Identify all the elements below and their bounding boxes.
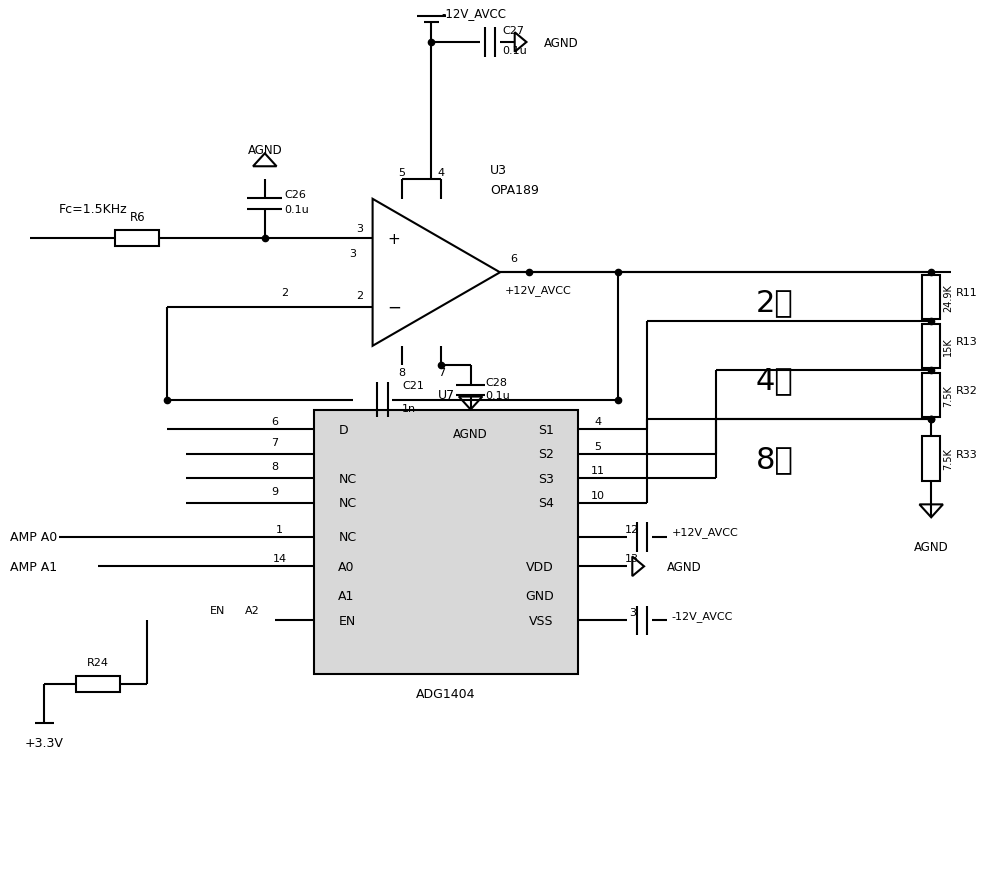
Bar [922,275,940,320]
Text: 12: 12 [625,525,639,534]
Text: AGND: AGND [544,36,579,50]
Text: U7: U7 [438,388,455,401]
Text: R32: R32 [956,386,978,395]
Text: AMP A1: AMP A1 [10,561,57,574]
Text: AGND: AGND [914,541,949,554]
Text: A1: A1 [338,589,355,602]
Text: 3: 3 [350,249,356,258]
Text: 4倍: 4倍 [756,366,793,395]
Text: 3: 3 [356,224,363,234]
Bar [115,231,159,247]
Text: 10K: 10K [88,679,109,689]
Text: 1n: 1n [402,403,416,413]
Text: 8倍: 8倍 [756,444,793,474]
Text: S3: S3 [538,472,554,485]
Text: NC: NC [338,472,356,485]
Text: S4: S4 [538,496,554,509]
Text: 7.5K: 7.5K [943,448,953,470]
Text: -12V_AVCC: -12V_AVCC [672,610,733,621]
Bar [922,437,940,481]
Text: 0.1u: 0.1u [502,46,527,56]
Bar [314,410,578,674]
Text: C21: C21 [402,381,424,390]
Text: 6: 6 [510,253,517,263]
Text: 3: 3 [629,607,636,618]
Text: 1: 1 [276,525,283,534]
Text: 1K: 1K [130,234,145,243]
Text: VDD: VDD [526,561,554,574]
Text: EN: EN [338,614,356,627]
Text: 24.9K: 24.9K [943,283,953,311]
Text: EN: EN [210,606,226,616]
Bar [76,676,120,692]
Text: R11: R11 [956,288,977,297]
Text: 6: 6 [271,417,278,427]
Text: Fc=1.5KHz: Fc=1.5KHz [59,202,128,216]
Text: 11: 11 [591,466,605,475]
Text: 8: 8 [398,368,406,378]
Text: 7: 7 [438,368,445,378]
Text: +3.3V: +3.3V [25,736,64,749]
Text: AGND: AGND [453,428,488,441]
Bar [922,324,940,368]
Text: −: − [387,298,401,316]
Text: 4: 4 [438,168,445,178]
Text: R6: R6 [130,210,145,223]
Text: 7: 7 [271,437,278,448]
Text: +12V_AVCC: +12V_AVCC [672,527,738,538]
Text: NC: NC [338,531,356,544]
Text: 15K: 15K [943,337,953,355]
Text: U3: U3 [490,163,507,176]
Text: 5: 5 [594,441,602,451]
Text: C26: C26 [284,189,306,200]
Text: OPA189: OPA189 [490,183,539,196]
Text: 5: 5 [398,168,406,178]
Text: A2: A2 [245,606,260,616]
Text: 14: 14 [272,554,287,564]
Text: 0.1u: 0.1u [485,390,510,401]
Text: AMP A0: AMP A0 [10,531,57,544]
Text: D: D [338,423,348,436]
Text: S1: S1 [538,423,554,436]
Text: R33: R33 [956,449,977,459]
Text: AGND: AGND [667,561,701,574]
Text: 9: 9 [271,487,278,496]
Text: GND: GND [525,589,554,602]
Text: AGND: AGND [247,144,282,157]
Text: 10: 10 [591,490,605,501]
Text: 2倍: 2倍 [756,288,793,317]
Text: C27: C27 [502,26,524,36]
Text: 0.1u: 0.1u [284,204,309,215]
Text: S2: S2 [538,448,554,461]
Text: -12V_AVCC: -12V_AVCC [441,7,506,20]
Text: A0: A0 [338,561,355,574]
Text: 4: 4 [594,417,602,427]
Text: 7.5K: 7.5K [943,384,953,407]
Text: +12V_AVCC: +12V_AVCC [505,285,572,296]
Text: ADG1404: ADG1404 [416,687,476,700]
Text: R13: R13 [956,336,977,347]
Text: 8: 8 [271,461,278,472]
Text: R24: R24 [87,658,109,667]
Bar [922,374,940,417]
Text: VSS: VSS [529,614,554,627]
Text: C28: C28 [485,378,507,388]
Text: NC: NC [338,496,356,509]
Text: 13: 13 [625,554,639,564]
Text: 2: 2 [281,288,288,297]
Text: 2: 2 [356,290,363,301]
Text: +: + [388,231,401,246]
